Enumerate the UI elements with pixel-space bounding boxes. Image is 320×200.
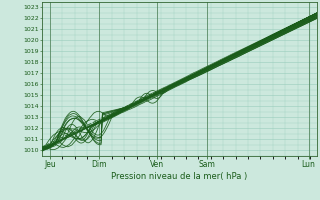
X-axis label: Pression niveau de la mer( hPa ): Pression niveau de la mer( hPa ) (111, 172, 247, 181)
